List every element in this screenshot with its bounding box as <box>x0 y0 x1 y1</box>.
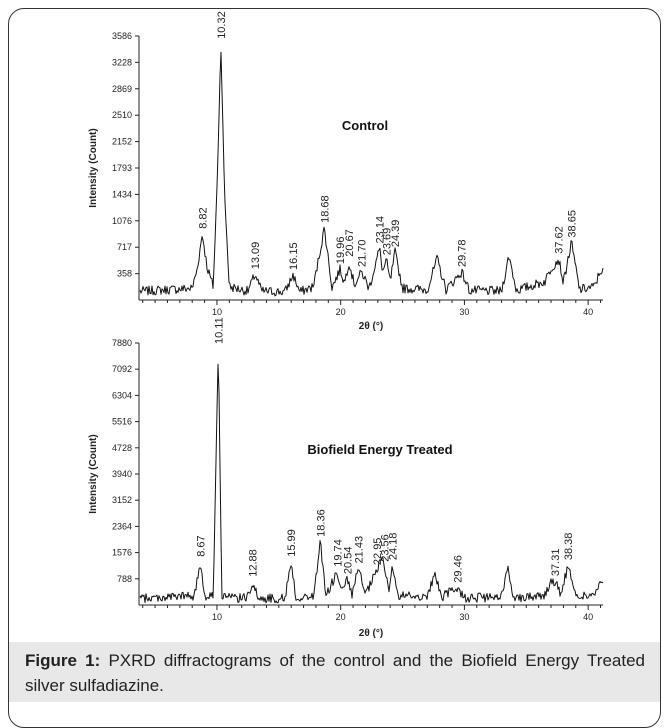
peak-label: 23.69 <box>381 228 393 256</box>
peak-label: 13.09 <box>250 242 262 270</box>
chart-panel-2: 788 1576 2364 3152 3940 4728 5516 6304 7092 7880 1… <box>88 317 604 639</box>
x-tick-label: 20 <box>336 307 346 317</box>
diffractogram-line <box>139 51 604 297</box>
peak-label: 38.65 <box>566 210 578 238</box>
peak-label: 15.99 <box>286 529 298 557</box>
peak-label: 37.31 <box>550 549 562 577</box>
peak-label: 19.74 <box>332 539 344 567</box>
peak-label: 23.14 <box>375 216 387 244</box>
y-tick-label: 2510 <box>112 110 132 120</box>
y-tick-label: 4728 <box>112 443 132 453</box>
figure-background <box>86 28 606 640</box>
pxrd-charts: 358 717 1076 1434 1793 2152 2510 2869 3228 3586 10… <box>86 11 606 640</box>
chart-title: Control <box>342 118 388 133</box>
peak-label: 37.62 <box>554 226 566 254</box>
peak-label: 24.39 <box>390 220 402 248</box>
peak-label: 18.36 <box>315 509 327 537</box>
peak-label: 18.68 <box>319 195 331 223</box>
x-tick-label: 30 <box>459 612 469 622</box>
x-axis-title: 2θ (°) <box>359 628 383 639</box>
y-tick-label: 1793 <box>112 163 132 173</box>
y-tick-label: 5516 <box>112 417 132 427</box>
y-tick-label: 1076 <box>112 216 132 226</box>
y-tick-label: 2364 <box>112 521 132 531</box>
peak-label: 23.56 <box>380 534 392 562</box>
caption-text: PXRD diffractograms of the control and t… <box>25 651 645 695</box>
y-tick-label: 358 <box>117 269 132 279</box>
peak-label: 20.67 <box>344 229 356 257</box>
y-axis-title: Intensity (Count) <box>88 434 99 513</box>
y-axis-title: Intensity (Count) <box>88 128 99 207</box>
y-tick-label: 1576 <box>112 548 132 558</box>
y-tick-label: 7880 <box>112 338 132 348</box>
peak-label: 16.15 <box>288 242 300 270</box>
x-axis-title: 2θ (°) <box>359 321 383 332</box>
y-tick-label: 7092 <box>112 364 132 374</box>
peak-label: 8.67 <box>195 535 207 556</box>
peak-label: 19.96 <box>335 237 347 265</box>
peak-label: 38.38 <box>563 533 575 561</box>
y-tick-label: 2869 <box>112 84 132 94</box>
y-tick-label: 3228 <box>112 57 132 67</box>
peak-label: 8.82 <box>197 207 209 228</box>
y-tick-label: 6304 <box>112 390 132 400</box>
y-tick-label: 1434 <box>112 189 132 199</box>
figure-caption: Figure 1: PXRD diffractograms of the con… <box>25 648 645 698</box>
y-tick-label: 717 <box>117 242 132 252</box>
y-tick-label: 3586 <box>112 31 132 41</box>
peak-label: 20.54 <box>342 547 354 575</box>
chart-title: Biofield Energy Treated <box>307 442 452 457</box>
chart-panel-1: 358 717 1076 1434 1793 2152 2510 2869 3228 3586 10… <box>88 11 604 332</box>
y-tick-label: 3940 <box>112 469 132 479</box>
peak-label: 10.32 <box>216 11 228 39</box>
peak-label: 10.11 <box>213 317 225 344</box>
x-tick-label: 40 <box>583 612 593 622</box>
y-tick-label: 788 <box>117 574 132 584</box>
x-tick-label: 40 <box>583 307 593 317</box>
caption-band <box>9 642 660 702</box>
caption-label: Figure 1: <box>25 651 101 670</box>
peak-label: 29.78 <box>457 239 469 267</box>
y-tick-label: 3152 <box>112 495 132 505</box>
x-tick-label: 20 <box>336 612 346 622</box>
peak-label: 21.43 <box>353 536 365 564</box>
peak-label: 29.46 <box>453 555 465 583</box>
peak-label: 12.88 <box>248 549 260 577</box>
peak-label: 21.70 <box>357 239 369 267</box>
y-tick-label: 2152 <box>112 137 132 147</box>
x-tick-label: 30 <box>459 307 469 317</box>
x-tick-label: 10 <box>212 612 222 622</box>
diffractogram-line <box>139 363 604 604</box>
peak-label: 24.18 <box>387 533 399 561</box>
peak-label: 22.95 <box>372 538 384 566</box>
x-tick-label: 10 <box>212 307 222 317</box>
